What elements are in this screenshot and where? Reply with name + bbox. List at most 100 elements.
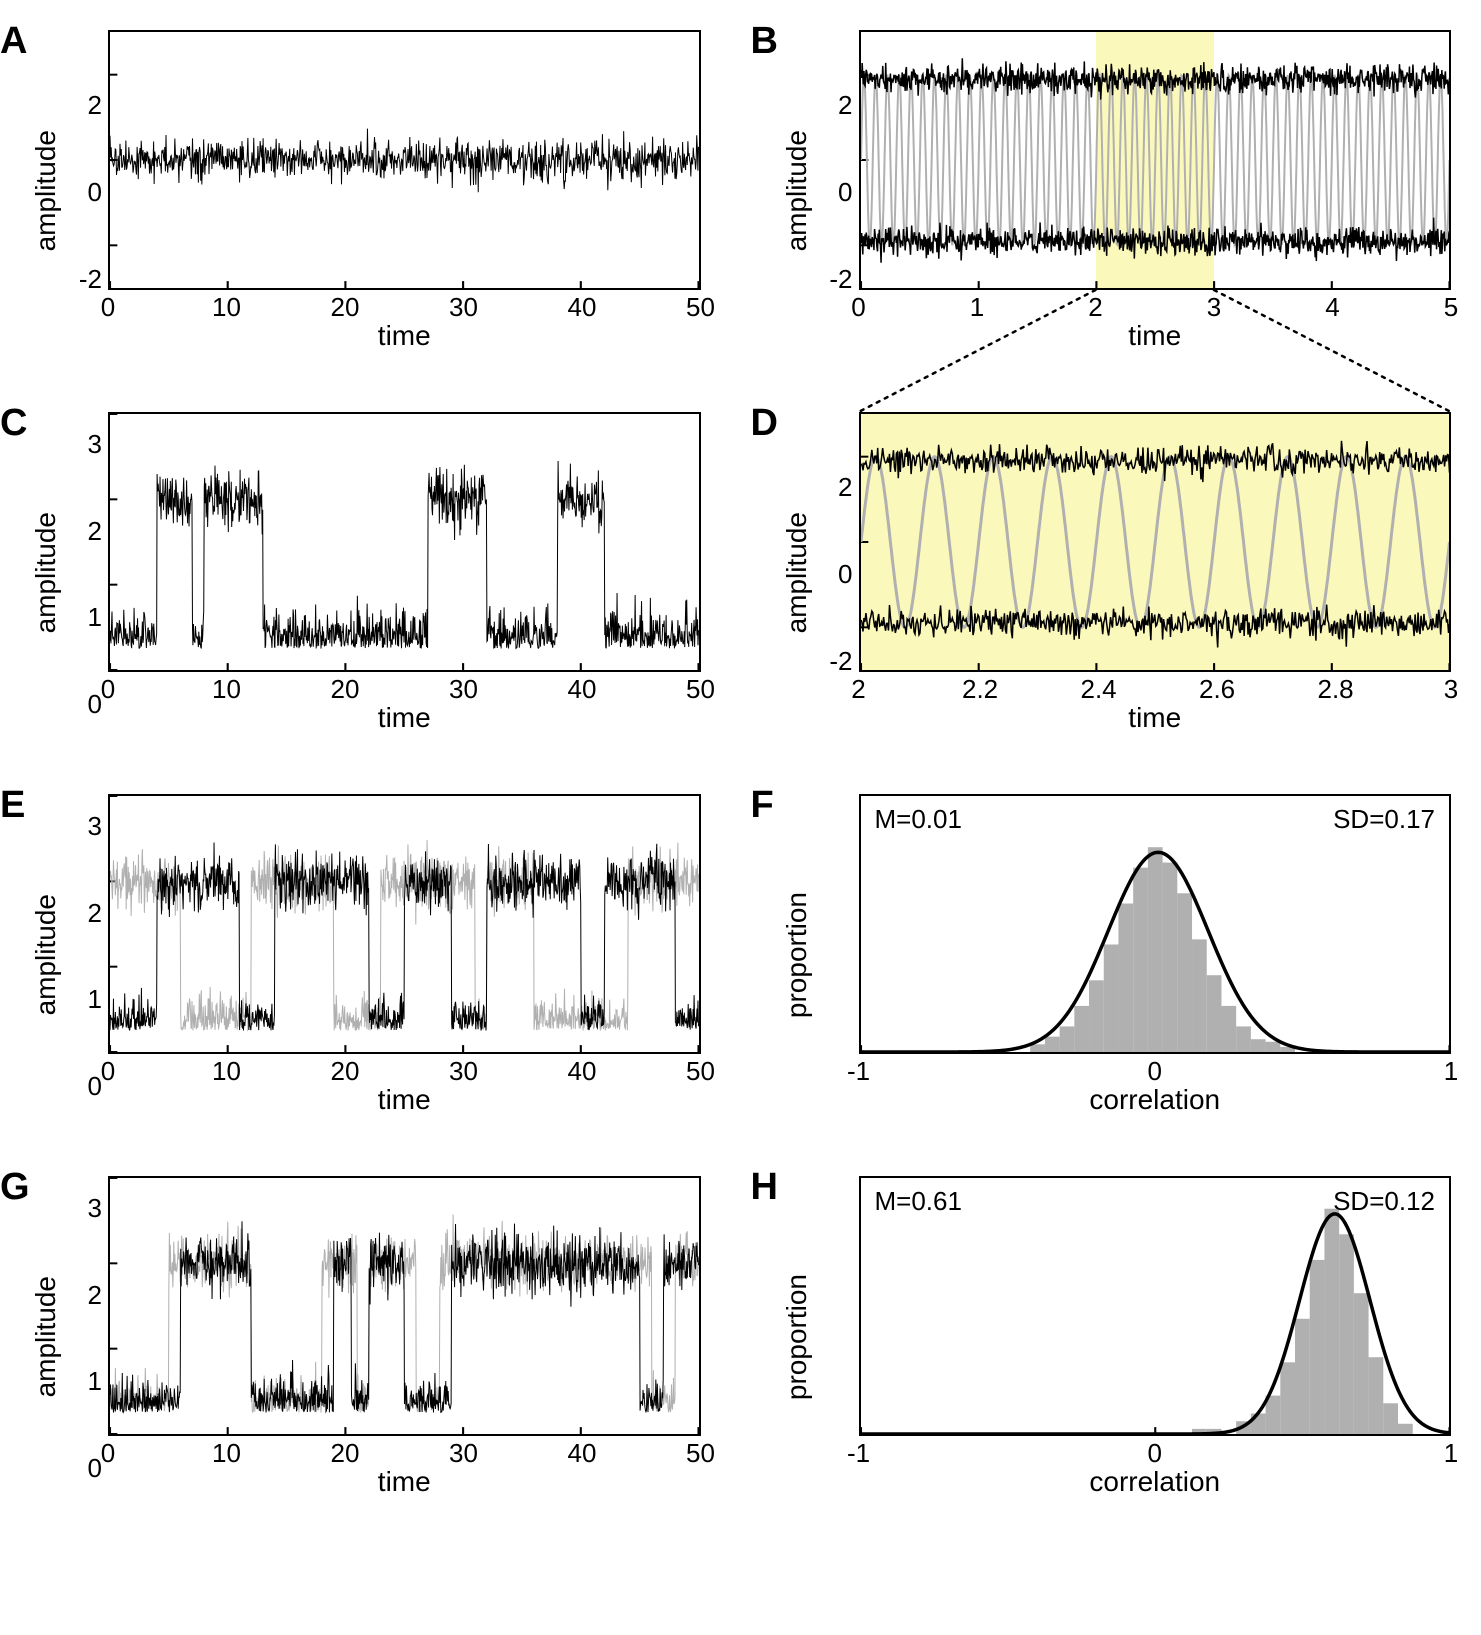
hist-bar [1295,1319,1310,1434]
hist-bar [1339,1234,1354,1434]
xtick: 5 [1436,292,1466,323]
xtick: 20 [330,1056,360,1087]
ylabel: proportion [781,1274,816,1400]
stat-sd: SD=0.17 [1333,804,1435,835]
ytick: -2 [829,646,852,677]
xtick: 1 [962,292,992,323]
xlabel: time [108,1466,701,1498]
hist-bar [1030,1044,1045,1052]
series-step-noise [110,461,699,649]
hist-bar [1147,847,1162,1052]
yticks: -202 [68,61,108,321]
panel-label-D: D [751,402,778,445]
ylabel: amplitude [781,512,816,633]
yticks: 0123 [68,825,108,1085]
xtick: 10 [212,674,242,705]
xtick: 2 [1081,292,1111,323]
hist-bar [1265,1042,1280,1052]
yticks: 0123 [68,443,108,703]
xtick: 0 [844,292,874,323]
xtick: 20 [330,674,360,705]
panel-F: FproportionM=0.01SD=0.17-101correlation [781,794,1452,1116]
ytick: 0 [88,177,102,208]
xtick: 4 [1318,292,1348,323]
hist-bar [1398,1424,1413,1434]
panel-label-E: E [0,784,25,827]
panel-C: Camplitude012301020304050time [30,412,701,734]
xlabel: correlation [859,1084,1452,1116]
xtick: 0 [93,1438,123,1469]
xtick: 0 [93,1056,123,1087]
hist-bar [1044,1037,1059,1052]
hist-bar [1280,1362,1295,1434]
plot-svg [110,32,699,288]
ytick: 3 [88,811,102,842]
xtick: 40 [567,674,597,705]
xtick: 30 [449,1056,479,1087]
ytick: 2 [838,90,852,121]
ylabel: amplitude [30,894,65,1015]
plot-box [859,30,1452,290]
hist-bar [1368,1357,1383,1434]
xtick: 1 [1436,1056,1466,1087]
hist-bar [1118,904,1133,1052]
hist-bar [1103,944,1118,1052]
xtick: 40 [567,1438,597,1469]
hist-bar [1133,868,1148,1052]
xtick: 3 [1436,674,1466,705]
series-step-noise-black [110,1221,699,1412]
xtick: 3 [1199,292,1229,323]
xlabel: time [859,702,1452,734]
ytick: 0 [838,559,852,590]
hist-bar [1221,1006,1236,1052]
hist-bar [1192,939,1207,1052]
xtick: 2.2 [962,674,992,705]
stat-mean: M=0.61 [875,1186,962,1217]
plot-svg [110,1178,699,1434]
ytick: -2 [829,264,852,295]
hist-bar [1324,1209,1339,1434]
xlabel: correlation [859,1466,1452,1498]
plot-svg [861,32,1450,288]
xtick: 2.4 [1081,674,1111,705]
xtick: 40 [567,1056,597,1087]
plot-box [108,1176,701,1436]
ylabel: amplitude [781,130,816,251]
ylabel: amplitude [30,512,65,633]
ytick: 1 [88,984,102,1015]
xtick: 20 [330,1438,360,1469]
xticks: -101 [859,1436,1452,1466]
xtick: -1 [844,1438,874,1469]
ytick: 2 [88,90,102,121]
yticks: 0123 [68,1207,108,1467]
ytick: 2 [88,1280,102,1311]
panel-label-B: B [751,20,778,63]
yticks: -2 0 2 [819,443,859,703]
ylabel: proportion [781,892,816,1018]
plot-box [108,794,701,1054]
hist-bar [1089,980,1104,1052]
series-lower-envelope [861,218,1450,263]
xtick: 50 [686,292,716,323]
plot-box: M=0.61SD=0.12 [859,1176,1452,1436]
hist-bar [1236,1026,1251,1052]
xlabel: time [108,320,701,352]
ytick: 3 [88,1193,102,1224]
xticks: 012345 [859,290,1452,320]
xticks: 22.22.42.62.83 [859,672,1452,702]
hist-bar [1383,1403,1398,1434]
xtick: -1 [844,1056,874,1087]
xlabel: time [859,320,1452,352]
hist-bar [1250,1039,1265,1052]
xtick: 2 [844,674,874,705]
series-upper-envelope [861,58,1450,99]
xtick: 50 [686,1056,716,1087]
xticks: -101 [859,1054,1452,1084]
hist-bar [1162,863,1177,1052]
ytick: 2 [838,472,852,503]
panel-B: Bamplitude-202012345time [781,30,1452,352]
xtick: 50 [686,1438,716,1469]
plot-box [859,412,1452,672]
hist-bar [1206,975,1221,1052]
hist-bar [1265,1396,1280,1434]
